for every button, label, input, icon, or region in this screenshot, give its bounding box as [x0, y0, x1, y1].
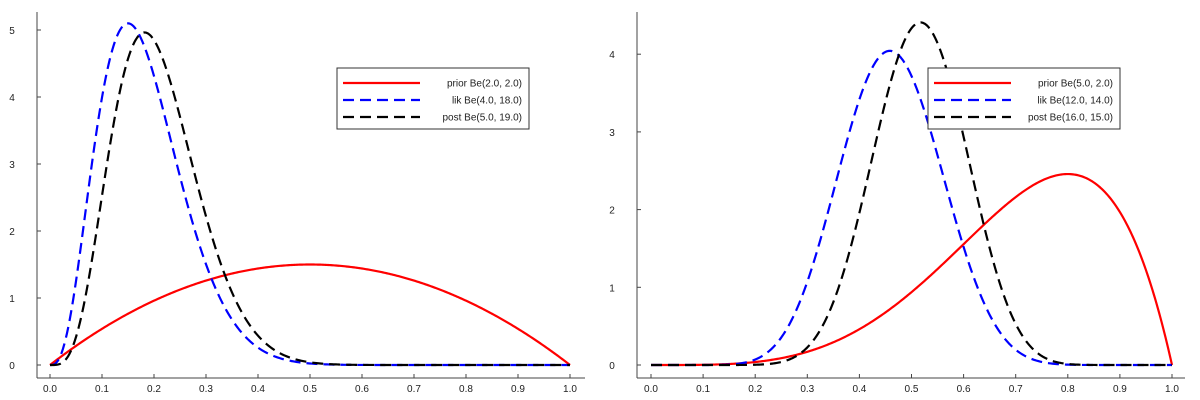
y-tick-label: 0	[9, 361, 15, 372]
legend-label: prior Be(2.0, 2.0)	[447, 79, 522, 90]
x-tick-label: 0.1	[696, 384, 710, 395]
series-line-2	[651, 21, 1172, 367]
x-tick-label: 0.6	[355, 384, 369, 395]
y-tick-label: 4	[9, 93, 15, 104]
y-tick-label: 3	[9, 160, 15, 171]
legend-label: prior Be(5.0, 2.0)	[1038, 79, 1113, 90]
series-lines	[651, 21, 1174, 367]
y-tick-label: 1	[9, 294, 15, 305]
legend-label: post Be(16.0, 15.0)	[1028, 113, 1113, 124]
y-tick-label: 0	[609, 361, 615, 372]
axes: 0.0 0.1 0.2 0.3 0.4 0.5 0.6 0.7 0.8 0.9 1.0 0 1 2 3 4 5	[9, 12, 585, 395]
x-tick-label: 0.1	[95, 384, 109, 395]
x-tick-label: 0.5	[303, 384, 317, 395]
series-line-1	[651, 49, 1172, 367]
x-tick-label: 0.0	[43, 384, 57, 395]
y-tick-label: 1	[609, 283, 615, 294]
x-tick-label: 0.2	[748, 384, 762, 395]
y-tick-label: 5	[9, 26, 15, 37]
y-tick-label: 4	[609, 50, 615, 61]
x-tick-label: 0.9	[1113, 384, 1127, 395]
x-tick-label: 0.8	[1061, 384, 1075, 395]
y-tick-label: 2	[609, 206, 615, 217]
legend: prior Be(2.0, 2.0) lik Be(4.0, 18.0) post …	[336, 67, 530, 130]
x-tick-label: 0.3	[199, 384, 213, 395]
legend-label: lik Be(4.0, 18.0)	[452, 96, 522, 107]
left-chart-panel: 0.0 0.1 0.2 0.3 0.4 0.5 0.6 0.7 0.8 0.9 1.0 0 1 2 3 4 5 p…	[9, 12, 585, 395]
legend: prior Be(5.0, 2.0) lik Be(12.0, 14.0) post…	[927, 67, 1121, 130]
y-tick-label: 3	[609, 128, 615, 139]
y-tick-label: 2	[9, 227, 15, 238]
x-tick-label: 0.5	[905, 384, 919, 395]
x-tick-label: 0.6	[957, 384, 971, 395]
x-tick-label: 0.2	[147, 384, 161, 395]
x-tick-label: 1.0	[563, 384, 577, 395]
x-tick-label: 1.0	[1165, 384, 1179, 395]
axes: 0.0 0.1 0.2 0.3 0.4 0.5 0.6 0.7 0.8 0.9 1.0 0 1 2 3 4	[609, 12, 1185, 395]
x-tick-label: 0.4	[852, 384, 866, 395]
x-tick-label: 0.3	[800, 384, 814, 395]
legend-box	[927, 67, 1121, 130]
x-tick-label: 0.0	[644, 384, 658, 395]
x-tick-label: 0.7	[1009, 384, 1023, 395]
legend-box	[336, 67, 530, 130]
x-tick-label: 0.8	[459, 384, 473, 395]
legend-label: post Be(5.0, 19.0)	[443, 113, 523, 124]
x-tick-label: 0.9	[511, 384, 525, 395]
legend-label: lik Be(12.0, 14.0)	[1037, 96, 1113, 107]
right-chart-panel: 0.0 0.1 0.2 0.3 0.4 0.5 0.6 0.7 0.8 0.9 1.0 0 1 2 3 4 pr…	[609, 12, 1185, 395]
series-line-0	[49, 263, 571, 366]
x-tick-label: 0.4	[251, 384, 265, 395]
series-line-2	[50, 31, 570, 367]
series-line-0	[651, 172, 1174, 367]
x-tick-label: 0.7	[407, 384, 421, 395]
series-lines	[49, 22, 571, 367]
